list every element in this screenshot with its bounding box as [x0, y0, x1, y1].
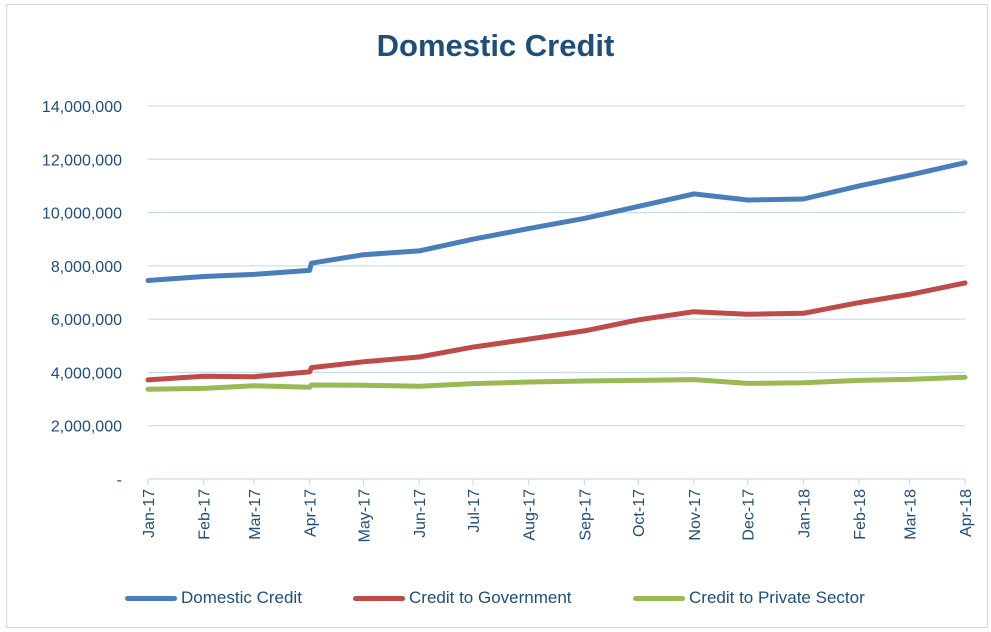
x-tick-label: Oct-17 — [631, 489, 648, 537]
x-tick-label: Feb-18 — [852, 489, 869, 540]
x-tick-label: Aug-17 — [522, 489, 539, 541]
y-tick-label: 14,000,000 — [42, 99, 122, 116]
y-tick-label: 2,000,000 — [51, 419, 122, 436]
series-line-domestic-credit — [145, 160, 968, 283]
y-tick-label: 12,000,000 — [42, 152, 122, 169]
y-tick-label: 10,000,000 — [42, 206, 122, 223]
y-tick-label: 8,000,000 — [51, 259, 122, 276]
legend-label: Credit to Government — [409, 588, 572, 607]
legend: Domestic Credit Credit to Government Credi… — [0, 586, 991, 610]
y-tick-label: 4,000,000 — [51, 365, 122, 382]
chart-frame — [6, 4, 988, 628]
x-axis: Jan-17 Feb-17 Mar-17 Apr-17 May-17 Jun-17 Jul-… — [141, 478, 975, 542]
y-tick-label: 6,000,000 — [51, 312, 122, 329]
chart-title: Domestic Credit — [376, 28, 615, 63]
x-tick-label: Feb-17 — [197, 489, 214, 540]
legend-item: Credit to Government — [353, 586, 572, 610]
legend-swatch — [125, 595, 177, 601]
x-tick-label: Jul-17 — [466, 489, 483, 533]
legend-item: Credit to Private Sector — [633, 586, 865, 610]
legend-swatch — [353, 595, 405, 601]
legend-label: Domestic Credit — [181, 588, 302, 607]
x-tick-label: Jan-18 — [796, 489, 813, 538]
x-tick-label: Apr-18 — [958, 489, 975, 537]
x-tick-label: Jun-17 — [412, 489, 429, 538]
x-tick-label: Jan-17 — [141, 489, 158, 538]
legend-label: Credit to Private Sector — [689, 588, 865, 607]
x-tick-label: Dec-17 — [741, 489, 758, 541]
y-axis-ticks: - 2,000,000 4,000,000 6,000,000 8,000,000 10,… — [42, 99, 122, 489]
legend-swatch — [633, 595, 685, 601]
x-tick-label: Mar-18 — [902, 489, 919, 540]
x-tick-label: Nov-17 — [687, 489, 704, 541]
series-lines — [145, 160, 968, 392]
x-tick-label: Mar-17 — [247, 489, 264, 540]
series-line-credit-to-private-sector — [145, 374, 968, 392]
series-line-credit-to-government — [145, 280, 968, 383]
x-tick-label: May-17 — [356, 489, 373, 542]
x-tick-label: Sep-17 — [577, 489, 594, 541]
legend-item: Domestic Credit — [125, 586, 302, 610]
x-tick-label: Apr-17 — [303, 489, 320, 537]
y-tick-label: - — [117, 472, 122, 489]
